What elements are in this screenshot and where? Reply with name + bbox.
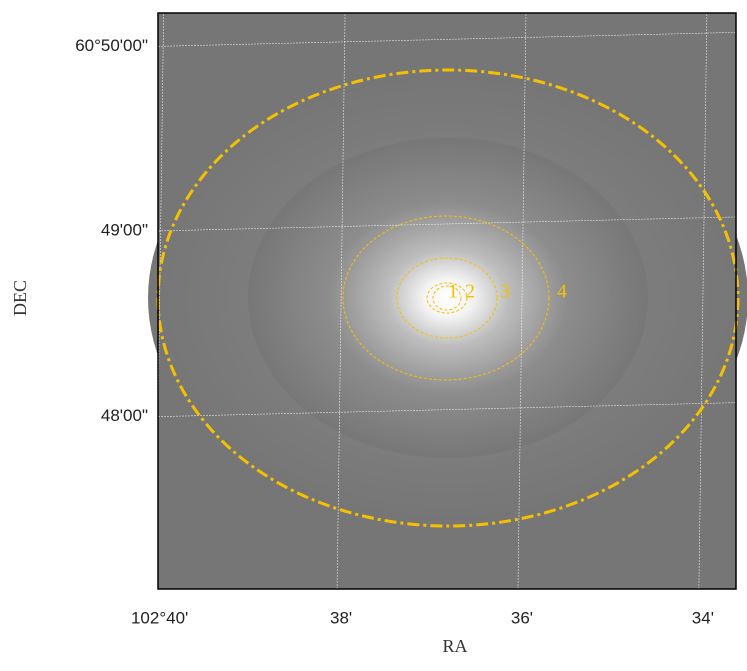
grid-line	[157, 32, 737, 47]
aperture-label: 4	[557, 281, 567, 303]
y-tick-label: 60°50'00"	[75, 36, 148, 55]
y-tick-label: 48'00"	[101, 406, 148, 425]
x-axis-label: RA	[442, 636, 467, 656]
grid	[155, 12, 737, 590]
galaxy-core	[248, 138, 648, 458]
grid-line	[157, 402, 737, 417]
x-tick-label: 102°40'	[131, 608, 188, 627]
x-tick-label: 36'	[511, 608, 533, 627]
aperture	[426, 282, 468, 314]
grid-line	[336, 12, 346, 590]
aperture-label: 3	[500, 281, 510, 303]
aperture-label: 2	[465, 281, 475, 303]
aperture	[342, 215, 550, 381]
grid-line	[155, 12, 164, 590]
grid-line	[157, 216, 737, 232]
y-tick-label: 49'00"	[101, 220, 148, 239]
aperture	[396, 257, 498, 339]
aperture	[432, 285, 462, 311]
grid-line	[698, 12, 708, 590]
grid-line	[517, 12, 527, 590]
plot-frame	[157, 12, 737, 590]
y-axis-label: DEC	[10, 280, 30, 316]
aperture-label: 1	[448, 281, 458, 303]
x-tick-label: 38'	[330, 608, 352, 627]
x-tick-label: 34'	[692, 608, 714, 627]
